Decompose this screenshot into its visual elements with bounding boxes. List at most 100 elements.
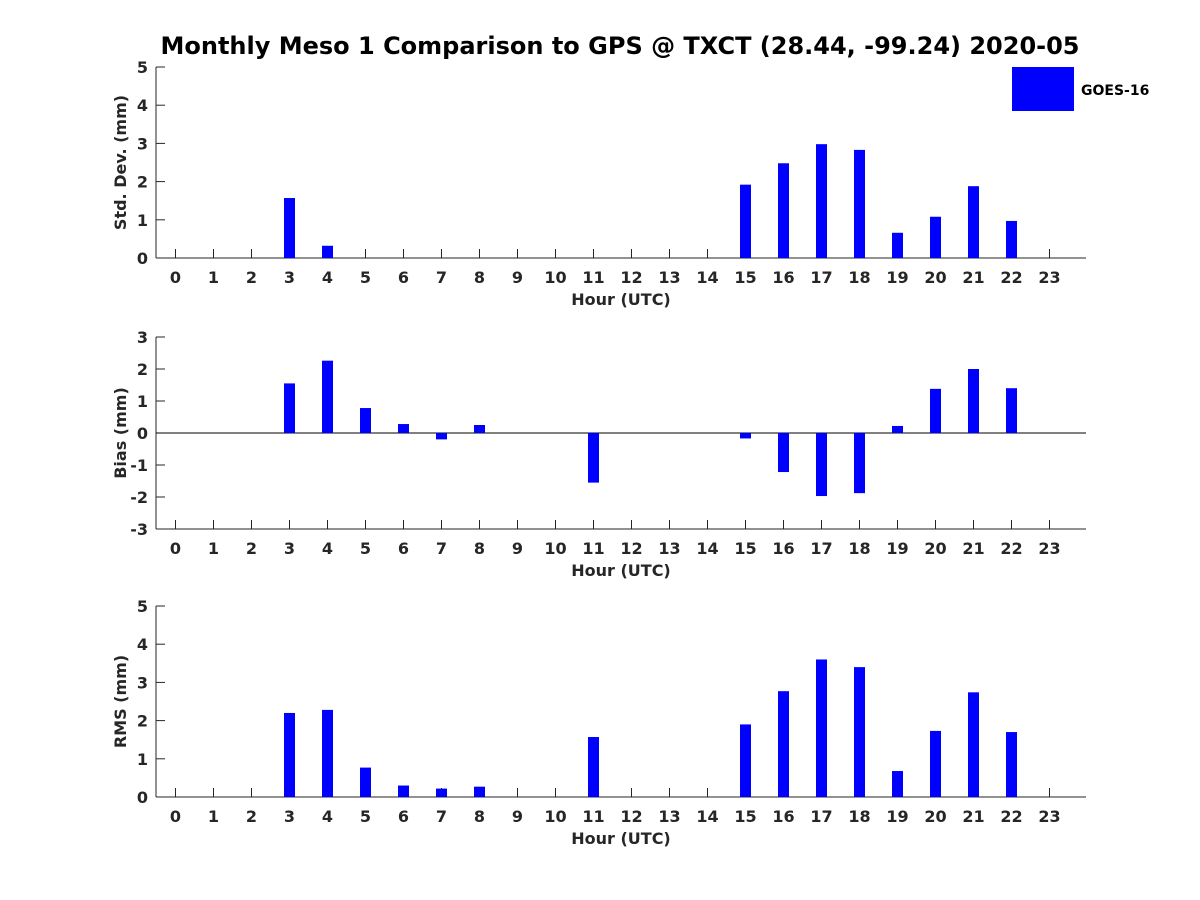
x-tick-label: 11 [582,268,604,287]
y-tick-label: 0 [137,424,148,443]
x-tick-label: 10 [544,807,566,826]
y-tick-label: 5 [137,597,148,616]
bar-hour-8 [474,786,485,797]
x-tick-label: 15 [734,539,756,558]
bar-hour-18 [854,667,865,797]
bar-hour-19 [892,771,903,797]
x-tick-label: 22 [1000,268,1022,287]
x-tick-label: 12 [620,268,642,287]
y-tick-label: 0 [137,249,148,268]
x-tick-label: 5 [360,539,371,558]
x-tick-label: 10 [544,268,566,287]
x-tick-label: 9 [512,268,523,287]
x-tick-label: 15 [734,807,756,826]
bar-hour-15 [740,724,751,797]
x-tick-label: 8 [474,268,485,287]
y-tick-label: 0 [137,788,148,807]
x-tick-label: 19 [886,807,908,826]
bar-hour-17 [816,659,827,797]
x-tick-label: 21 [962,268,984,287]
y-axis-label: RMS (mm) [111,655,130,748]
x-tick-label: 17 [810,539,832,558]
bar-hour-4 [322,360,333,433]
y-tick-label: 3 [137,134,148,153]
bar-hour-7 [436,788,447,797]
bar-hour-21 [968,369,979,433]
x-tick-label: 6 [398,807,409,826]
bar-hour-5 [360,767,371,797]
bar-hour-15 [740,184,751,258]
x-tick-label: 0 [170,268,181,287]
x-tick-label: 14 [696,268,718,287]
bar-hour-18 [854,149,865,258]
x-tick-label: 17 [810,807,832,826]
bar-hour-16 [778,691,789,797]
bar-hour-5 [360,408,371,433]
y-tick-label: 2 [137,360,148,379]
x-tick-label: 21 [962,807,984,826]
x-tick-label: 6 [398,268,409,287]
x-tick-label: 9 [512,539,523,558]
x-tick-label: 0 [170,807,181,826]
x-tick-label: 2 [246,268,257,287]
x-tick-label: 4 [322,268,333,287]
x-tick-label: 18 [848,807,870,826]
x-tick-label: 14 [696,807,718,826]
bar-hour-20 [930,388,941,433]
x-tick-label: 9 [512,807,523,826]
y-tick-label: 1 [137,211,148,230]
x-tick-label: 8 [474,807,485,826]
x-tick-label: 5 [360,807,371,826]
x-tick-label: 2 [246,539,257,558]
x-tick-label: 12 [620,539,642,558]
y-axis-label: Bias (mm) [111,387,130,479]
legend-label: GOES-16 [1081,83,1149,99]
x-tick-label: 16 [772,807,794,826]
bar-hour-17 [816,433,827,497]
x-tick-label: 7 [436,539,447,558]
y-tick-label: 1 [137,392,148,411]
x-tick-label: 14 [696,539,718,558]
bar-hour-4 [322,245,333,258]
bar-hour-20 [930,730,941,797]
x-tick-label: 17 [810,268,832,287]
x-tick-label: 3 [284,268,295,287]
x-tick-label: 5 [360,268,371,287]
x-tick-label: 15 [734,268,756,287]
y-tick-label: -1 [130,456,148,475]
y-tick-label: 5 [137,58,148,77]
bar-hour-18 [854,433,865,494]
bar-hour-3 [284,712,295,797]
x-tick-label: 1 [208,268,219,287]
x-tick-label: 23 [1038,268,1060,287]
x-axis-label: Hour (UTC) [571,290,671,309]
bar-hour-6 [398,785,409,797]
y-tick-label: 4 [137,635,148,654]
x-tick-label: 3 [284,539,295,558]
x-tick-label: 10 [544,539,566,558]
bar-hour-6 [398,424,409,433]
bar-hour-22 [1006,220,1017,258]
y-tick-label: 4 [137,96,148,115]
y-axis-label: Std. Dev. (mm) [111,95,130,230]
x-tick-label: 6 [398,539,409,558]
x-tick-label: 1 [208,807,219,826]
x-tick-label: 21 [962,539,984,558]
bar-hour-7 [436,433,447,440]
x-tick-label: 0 [170,539,181,558]
bar-hour-19 [892,232,903,258]
x-tick-label: 18 [848,268,870,287]
x-tick-label: 7 [436,807,447,826]
x-tick-label: 2 [246,807,257,826]
x-tick-label: 12 [620,807,642,826]
chart-title: Monthly Meso 1 Comparison to GPS @ TXCT … [160,32,1079,60]
legend-swatch [1012,67,1074,111]
bar-hour-17 [816,144,827,258]
y-tick-label: -2 [130,488,148,507]
x-tick-label: 19 [886,268,908,287]
x-tick-label: 23 [1038,807,1060,826]
bar-hour-11 [588,737,599,797]
